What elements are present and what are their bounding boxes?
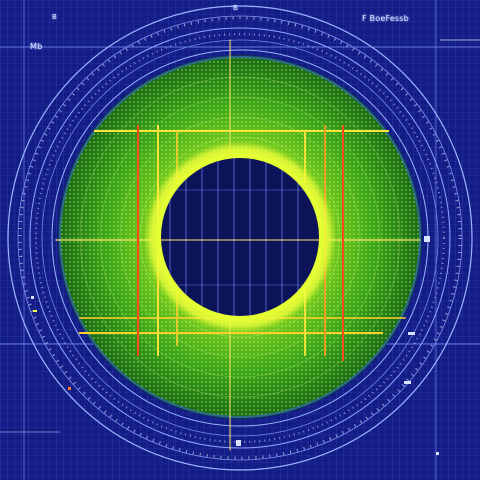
top-left-label: B [52,13,58,21]
ring-markers [31,236,439,455]
outer-rings [7,5,473,471]
top-right-label: F BoeFessb [362,14,409,23]
left-label: Mb [30,42,43,51]
top-center-label: B [233,4,239,12]
dark-core [160,158,320,316]
